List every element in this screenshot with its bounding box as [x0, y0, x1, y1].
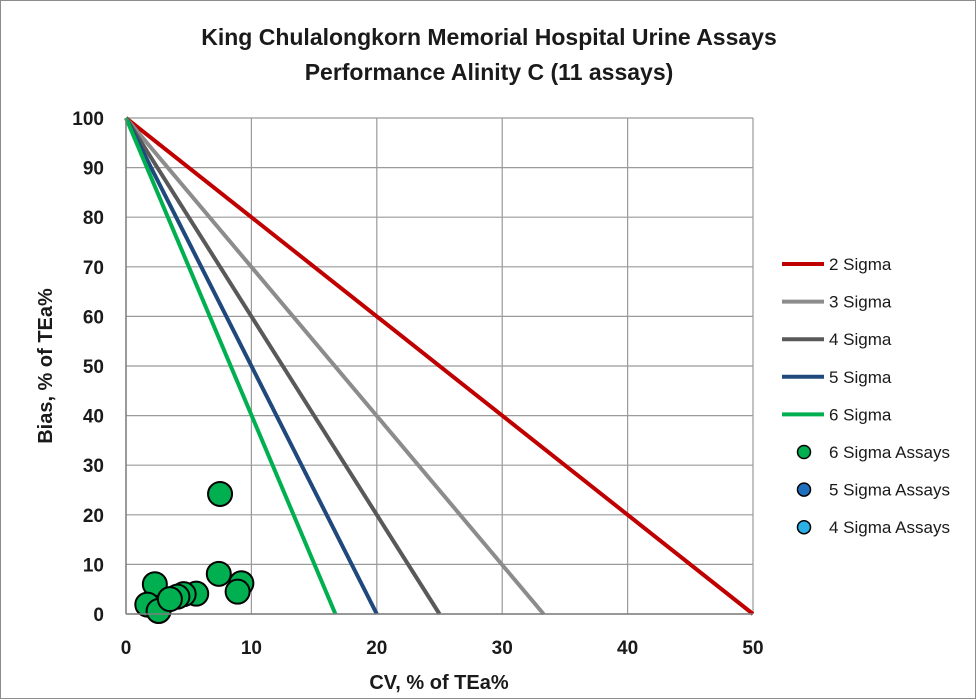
- y-tick-label: 40: [83, 407, 104, 428]
- y-tick-label: 100: [72, 109, 104, 130]
- legend-label-6-sigma-assays: 6 Sigma Assays: [829, 443, 950, 462]
- line-3-sigma: [124, 116, 546, 616]
- legend-label-4-sigma-assays: 4 Sigma Assays: [829, 518, 950, 537]
- x-axis-label: CV, % of TEa%: [369, 672, 509, 694]
- y-tick-label: 70: [83, 258, 104, 279]
- legend-label-2-sigma: 2 Sigma: [829, 255, 892, 274]
- legend-label-4-sigma: 4 Sigma: [829, 330, 892, 349]
- y-tick-label: 20: [83, 506, 104, 527]
- y-tick-label: 50: [83, 357, 104, 378]
- legend-label-6-sigma: 6 Sigma: [829, 405, 892, 424]
- x-tick-label: 50: [742, 638, 763, 659]
- y-tick-label: 80: [83, 208, 104, 229]
- data-point: [205, 560, 232, 587]
- data-point: [224, 578, 251, 605]
- line-2-sigma: [124, 116, 755, 616]
- legend-label-3-sigma: 3 Sigma: [829, 293, 892, 312]
- legend-label-5-sigma-assays: 5 Sigma Assays: [829, 481, 950, 500]
- y-tick-label: 0: [93, 605, 104, 626]
- line-5-sigma: [124, 117, 379, 615]
- legend-marker-4-sigma-assays: [796, 519, 812, 535]
- line-6-sigma: [124, 117, 338, 615]
- data-point: [207, 480, 234, 507]
- chart-title-line1: King Chulalongkorn Memorial Hospital Uri…: [201, 24, 777, 50]
- x-tick-label: 10: [241, 638, 262, 659]
- legend: 2 Sigma 3 Sigma 4 Sigma 5 Sigma 6 Sigma 6 Sig…: [782, 255, 950, 537]
- line-4-sigma: [124, 116, 442, 616]
- y-tick-label: 30: [83, 456, 104, 477]
- y-tick-label: 10: [83, 555, 104, 576]
- chart-title-line2: Performance Alinity C (11 assays): [305, 59, 674, 85]
- legend-marker-6-sigma-assays: [796, 444, 812, 460]
- legend-marker-5-sigma-assays: [796, 482, 812, 497]
- y-axis-label: Bias, % of TEa%: [35, 288, 57, 444]
- data-point: [156, 586, 183, 613]
- x-tick-label: 30: [492, 638, 513, 659]
- x-tick-label: 20: [366, 638, 387, 659]
- x-tick-label: 0: [121, 638, 132, 659]
- legend-label-5-sigma: 5 Sigma: [829, 368, 892, 387]
- y-tick-label: 90: [83, 159, 104, 180]
- y-tick-label: 60: [83, 307, 104, 328]
- x-tick-label: 40: [617, 638, 638, 659]
